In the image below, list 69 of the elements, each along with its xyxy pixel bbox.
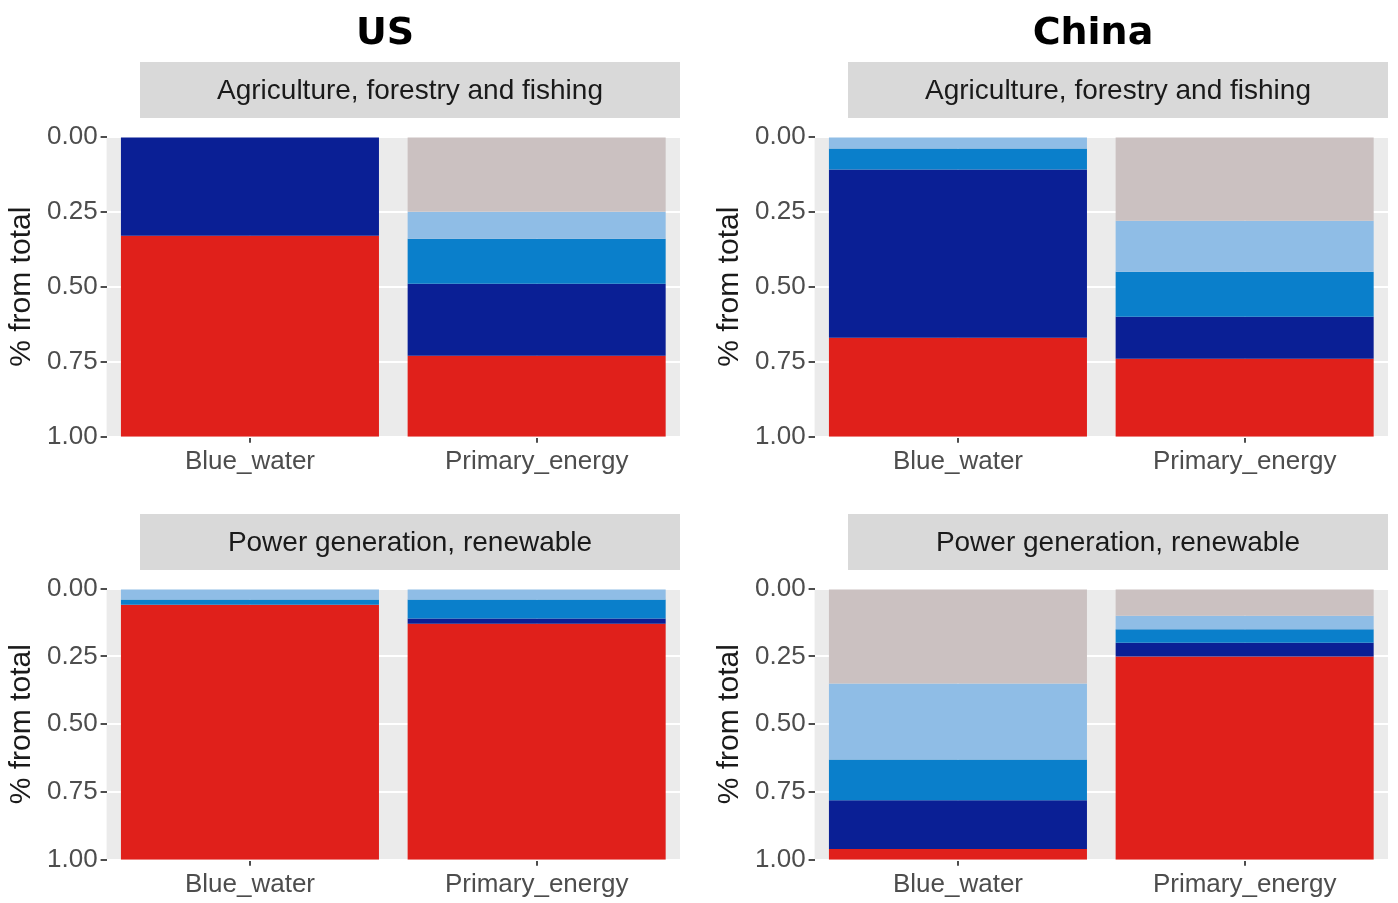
bar [828,337,1087,437]
y-axis-title: % from total [3,206,37,367]
bar [407,599,666,619]
bar [1115,629,1374,643]
y-tick-label: 0.00 [46,119,98,150]
y-tick-label: 0.00 [754,571,806,602]
text: US [354,8,416,55]
y-tick-label: 1.00 [754,842,806,873]
x-tick-label: Blue_water [892,867,1024,898]
bar [407,238,666,284]
y-tick-label: 0.25 [754,194,806,225]
y-tick-label: 1.00 [46,419,98,450]
bar [120,599,379,605]
x-tick-label: Primary_energy [1152,867,1337,898]
bar [828,589,1087,684]
bar [407,355,666,437]
bar [407,137,666,212]
x-tick-label: Blue_water [892,444,1024,475]
y-axis-title: % from total [711,206,745,367]
bar [407,618,666,624]
chart-title: Power generation, renewable [848,514,1388,570]
chart-title: Agriculture, forestry and fishing [140,62,680,118]
chart-title: Agriculture, forestry and fishing [848,62,1388,118]
bar [407,283,666,356]
bar [828,848,1087,860]
bar [1115,642,1374,657]
bar [120,137,379,236]
bar [828,137,1087,149]
x-tick-label: Blue_water [184,867,316,898]
bar [1115,316,1374,359]
y-tick-label: 0.00 [754,119,806,150]
chart-title: Power generation, renewable [140,514,680,570]
y-tick-label: 0.50 [754,707,806,738]
bar [828,169,1087,338]
y-tick-label: 0.75 [754,775,806,806]
y-tick-label: 1.00 [754,419,806,450]
x-tick-label: Blue_water [184,444,316,475]
y-tick-label: 0.50 [46,707,98,738]
y-tick-label: 0.75 [46,344,98,375]
bar [828,148,1087,170]
y-tick-label: 1.00 [46,842,98,873]
bar [1115,589,1374,616]
bar [1115,271,1374,317]
y-tick-label: 0.25 [754,639,806,670]
text: China [1031,8,1155,55]
y-tick-label: 0.50 [46,269,98,300]
bar [1115,220,1374,272]
bar [828,759,1087,801]
y-tick-label: 0.25 [46,194,98,225]
bar [407,211,666,239]
bar [120,235,379,437]
bar [120,589,379,600]
y-tick-label: 0.75 [754,344,806,375]
bar [407,589,666,600]
y-tick-label: 0.75 [46,775,98,806]
bar [1115,656,1374,860]
bar [1115,615,1374,630]
x-tick-label: Primary_energy [444,444,629,475]
y-tick-label: 0.25 [46,639,98,670]
y-tick-label: 0.00 [46,571,98,602]
x-tick-label: Primary_energy [444,867,629,898]
bar [828,683,1087,760]
bar [1115,137,1374,221]
bar [828,800,1087,849]
bar [1115,358,1374,437]
y-axis-title: % from total [711,644,745,805]
x-tick-label: Primary_energy [1152,444,1337,475]
y-tick-label: 0.50 [754,269,806,300]
y-axis-title: % from total [3,644,37,805]
